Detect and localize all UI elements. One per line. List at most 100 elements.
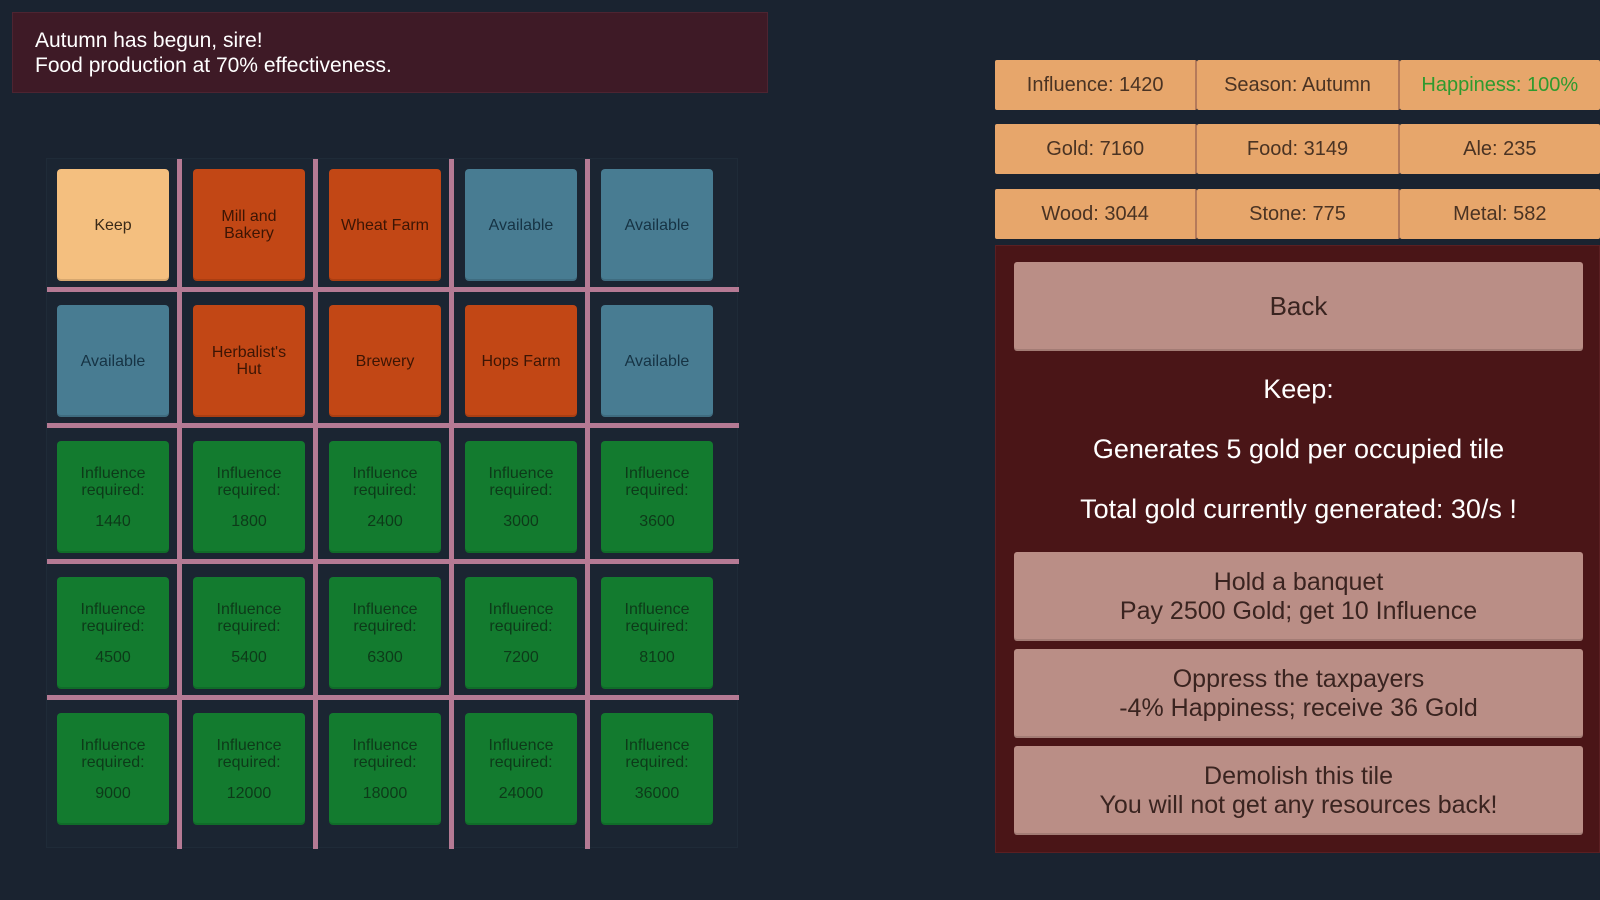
back-button[interactable]: Back xyxy=(1014,262,1583,351)
tile-lock-label: Influence required: xyxy=(624,736,690,771)
oppress-taxpayers-button[interactable]: Oppress the taxpayers -4% Happiness; rec… xyxy=(1014,649,1583,738)
tile-locked[interactable]: Influence required: 1800 xyxy=(193,441,305,553)
tile-label: Keep xyxy=(94,216,132,234)
tile-influence-requirement: 24000 xyxy=(498,784,544,802)
tile-locked[interactable]: Influence required: 36000 xyxy=(601,713,713,825)
action-title: Demolish this tile xyxy=(1204,761,1393,790)
tile-lock-label: Influence required: xyxy=(488,736,554,771)
tile-locked[interactable]: Influence required: 24000 xyxy=(465,713,577,825)
tile-lock-label: Influence required: xyxy=(216,464,282,499)
tile-label: Wheat Farm xyxy=(340,216,429,234)
action-title: Hold a banquet xyxy=(1213,567,1384,596)
notification-banner: Autumn has begun, sire! Food production … xyxy=(12,12,768,93)
tile-wheat-farm[interactable]: Wheat Farm xyxy=(329,169,441,281)
tile-locked[interactable]: Influence required: 2400 xyxy=(329,441,441,553)
tile-label: Mill and Bakery xyxy=(221,208,277,242)
grid-divider xyxy=(449,159,454,849)
tile-lock-label: Influence required: xyxy=(80,736,146,771)
tile-label: Available xyxy=(488,216,554,234)
grid-divider xyxy=(585,159,590,849)
grid-divider xyxy=(177,159,182,849)
tile-influence-requirement: 1440 xyxy=(95,512,131,530)
panel-gold-total: Total gold currently generated: 30/s ! xyxy=(1080,494,1517,524)
banner-line-1: Autumn has begun, sire! xyxy=(35,29,263,52)
tile-locked[interactable]: Influence required: 3600 xyxy=(601,441,713,553)
tile-label: Hops Farm xyxy=(481,352,561,370)
tile-influence-requirement: 6300 xyxy=(367,648,403,666)
tile-locked[interactable]: Influence required: 7200 xyxy=(465,577,577,689)
tile-available[interactable]: Available xyxy=(601,169,713,281)
tile-influence-requirement: 7200 xyxy=(503,648,539,666)
tile-influence-requirement: 18000 xyxy=(362,784,408,802)
tile-influence-requirement: 9000 xyxy=(95,784,131,802)
panel-description: Generates 5 gold per occupied tile xyxy=(1092,434,1505,464)
ale-stat: Ale: 235 xyxy=(1399,124,1600,174)
gold-stat: Gold: 7160 xyxy=(995,124,1198,174)
influence-stat: Influence: 1420 xyxy=(995,60,1198,110)
grid-divider xyxy=(47,559,739,564)
panel-title: Keep: xyxy=(1263,374,1334,404)
tile-locked[interactable]: Influence required: 1440 xyxy=(57,441,169,553)
demolish-tile-button[interactable]: Demolish this tile You will not get any … xyxy=(1014,746,1583,835)
stats-row: Gold: 7160 Food: 3149 Ale: 235 xyxy=(995,124,1600,174)
tile-herbalists-hut[interactable]: Herbalist's Hut xyxy=(193,305,305,417)
grid-divider xyxy=(47,695,739,700)
tile-lock-label: Influence required: xyxy=(624,464,690,499)
stats-row: Influence: 1420 Season: Autumn Happiness… xyxy=(995,60,1600,110)
stats-row: Wood: 3044 Stone: 775 Metal: 582 xyxy=(995,189,1600,239)
stone-stat: Stone: 775 xyxy=(1197,189,1400,239)
action-detail: Pay 2500 Gold; get 10 Influence xyxy=(1119,596,1478,625)
banner-line-2: Food production at 70% effectiveness. xyxy=(35,54,392,77)
tile-lock-label: Influence required: xyxy=(352,600,418,635)
tile-detail-panel: Back Keep: Generates 5 gold per occupied… xyxy=(995,245,1600,853)
tile-mill-and-bakery[interactable]: Mill and Bakery xyxy=(193,169,305,281)
tile-lock-label: Influence required: xyxy=(488,464,554,499)
season-stat: Season: Autumn xyxy=(1197,60,1400,110)
tile-influence-requirement: 1800 xyxy=(231,512,267,530)
wood-stat: Wood: 3044 xyxy=(995,189,1198,239)
tile-available[interactable]: Available xyxy=(57,305,169,417)
tile-lock-label: Influence required: xyxy=(216,736,282,771)
happiness-stat: Happiness: 100% xyxy=(1399,60,1600,110)
tile-label: Brewery xyxy=(355,352,415,370)
tile-lock-label: Influence required: xyxy=(216,600,282,635)
tile-grid: Keep Mill and Bakery Wheat Farm Availabl… xyxy=(46,158,739,849)
tile-influence-requirement: 5400 xyxy=(231,648,267,666)
action-title: Oppress the taxpayers xyxy=(1172,664,1425,693)
tile-label: Available xyxy=(80,352,146,370)
tile-hops-farm[interactable]: Hops Farm xyxy=(465,305,577,417)
tile-locked[interactable]: Influence required: 18000 xyxy=(329,713,441,825)
food-stat: Food: 3149 xyxy=(1197,124,1400,174)
tile-available[interactable]: Available xyxy=(601,305,713,417)
tile-locked[interactable]: Influence required: 4500 xyxy=(57,577,169,689)
tile-influence-requirement: 8100 xyxy=(639,648,675,666)
tile-lock-label: Influence required: xyxy=(488,600,554,635)
tile-locked[interactable]: Influence required: 9000 xyxy=(57,713,169,825)
action-detail: You will not get any resources back! xyxy=(1099,790,1498,819)
grid-divider xyxy=(313,159,318,849)
grid-divider xyxy=(47,423,739,428)
grid-divider xyxy=(47,287,739,292)
tile-lock-label: Influence required: xyxy=(80,600,146,635)
action-detail: -4% Happiness; receive 36 Gold xyxy=(1119,693,1478,722)
tile-lock-label: Influence required: xyxy=(624,600,690,635)
tile-brewery[interactable]: Brewery xyxy=(329,305,441,417)
tile-lock-label: Influence required: xyxy=(80,464,146,499)
tile-label: Herbalist's Hut xyxy=(211,344,287,378)
tile-label: Available xyxy=(624,352,690,370)
tile-locked[interactable]: Influence required: 5400 xyxy=(193,577,305,689)
tile-influence-requirement: 36000 xyxy=(634,784,680,802)
tile-influence-requirement: 3000 xyxy=(503,512,539,530)
tile-label: Available xyxy=(624,216,690,234)
tile-available[interactable]: Available xyxy=(465,169,577,281)
hold-banquet-button[interactable]: Hold a banquet Pay 2500 Gold; get 10 Inf… xyxy=(1014,552,1583,641)
tile-lock-label: Influence required: xyxy=(352,736,418,771)
tile-influence-requirement: 12000 xyxy=(226,784,272,802)
tile-locked[interactable]: Influence required: 8100 xyxy=(601,577,713,689)
tile-locked[interactable]: Influence required: 6300 xyxy=(329,577,441,689)
tile-locked[interactable]: Influence required: 12000 xyxy=(193,713,305,825)
tile-locked[interactable]: Influence required: 3000 xyxy=(465,441,577,553)
tile-keep[interactable]: Keep xyxy=(57,169,169,281)
tile-influence-requirement: 3600 xyxy=(639,512,675,530)
